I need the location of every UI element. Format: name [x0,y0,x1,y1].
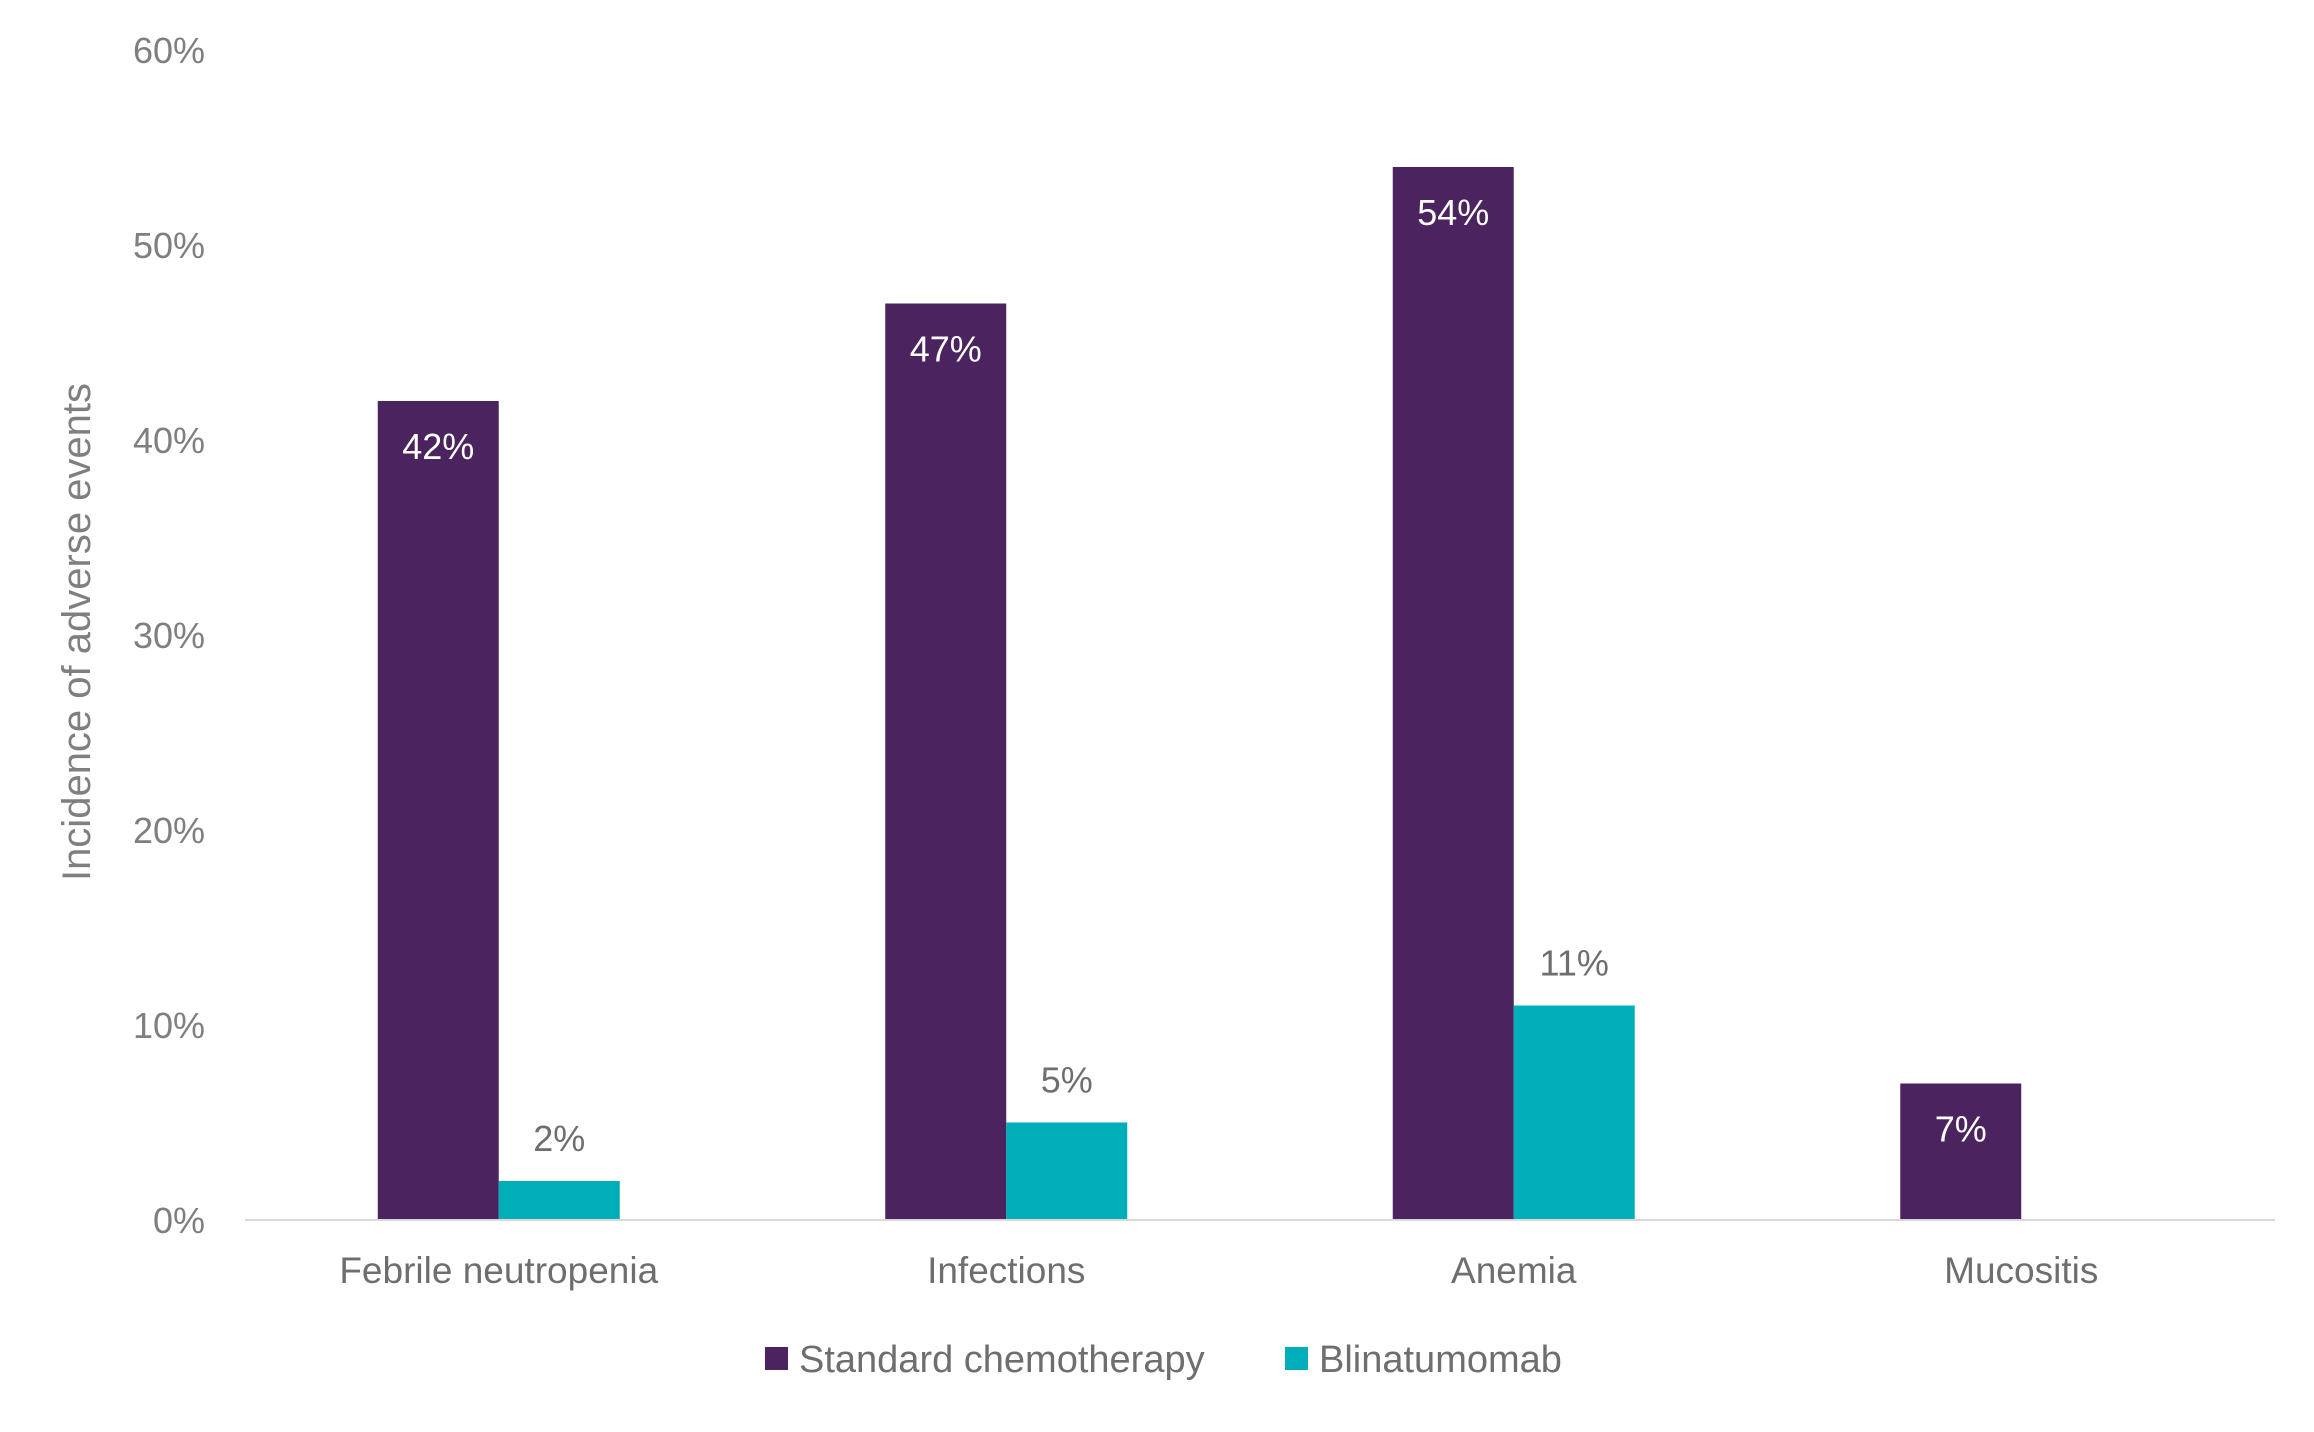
data-label: 5% [1041,1060,1093,1101]
bar-blinatumomab [1513,1005,1635,1220]
x-category-label: Mucositis [1944,1250,2098,1291]
data-label: 47% [910,329,982,370]
bar-standard-chemotherapy [377,401,499,1220]
y-tick-label: 0% [153,1200,205,1241]
x-category-label: Infections [927,1250,1085,1291]
bar-blinatumomab [498,1181,620,1220]
legend-label: Standard chemotherapy [799,1339,1205,1381]
data-label: 42% [402,426,474,467]
data-label: 11% [1540,943,1609,984]
bar-standard-chemotherapy [1900,1083,2022,1220]
data-label: 54% [1417,192,1489,233]
bar-standard-chemotherapy [1392,167,1514,1220]
y-tick-label: 60% [133,30,205,71]
bar-blinatumomab [1006,1122,1128,1220]
legend-swatch-standard-chemotherapy [765,1347,788,1370]
x-category-label: Anemia [1451,1250,1577,1291]
x-axis-category-labels: Febrile neutropenia Infections Anemia Mucos… [339,1250,2098,1291]
bars-group: 42% 2% 47% 5% 54% 11% 7% [377,167,2022,1220]
y-tick-label: 10% [133,1005,205,1046]
data-label: 7% [1935,1109,1987,1150]
legend-label: Blinatumomab [1319,1339,1562,1381]
y-axis-title: Incidence of adverse events [55,383,99,881]
data-label: 2% [533,1118,585,1159]
x-category-label: Febrile neutropenia [339,1250,658,1291]
y-tick-label: 20% [133,810,205,851]
y-tick-label: 30% [133,615,205,656]
legend: Standard chemotherapy Blinatumomab [765,1339,1562,1381]
bar-standard-chemotherapy [885,303,1007,1220]
legend-swatch-blinatumomab [1285,1347,1308,1370]
y-tick-label: 50% [133,225,205,266]
y-axis-ticks: 0% 10% 20% 30% 40% 50% 60% [133,30,205,1241]
y-tick-label: 40% [133,420,205,461]
